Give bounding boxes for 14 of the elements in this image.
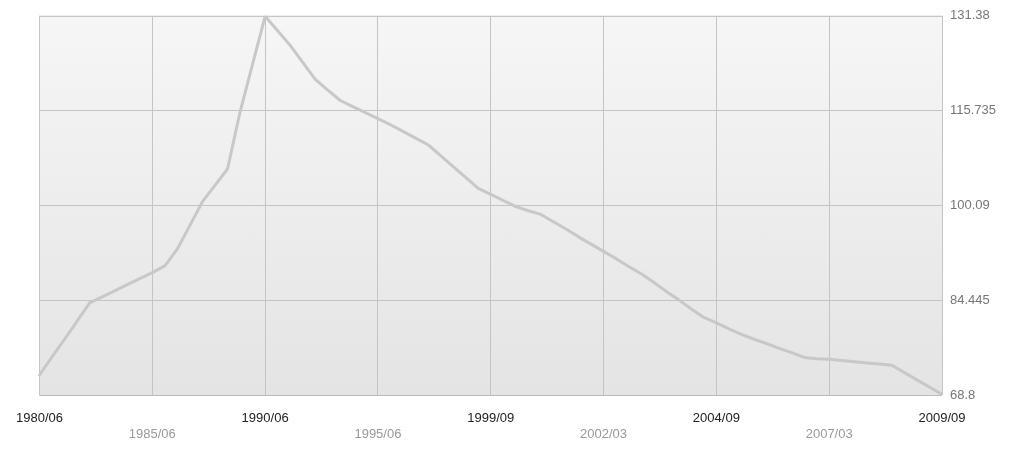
y-tick-label: 84.445 — [950, 291, 990, 307]
x-tick-label: 1985/06 — [128, 425, 176, 441]
x-tick-label: 1999/09 — [467, 410, 515, 426]
y-tick-label: 100.09 — [950, 196, 990, 212]
x-tick-label: 2007/03 — [805, 425, 853, 441]
y-tick-label: 131.38 — [950, 7, 990, 23]
x-tick-label: 1995/06 — [354, 425, 402, 441]
x-tick-label: 2009/09 — [918, 410, 966, 426]
x-tick-label: 1990/06 — [241, 410, 289, 426]
x-tick-label: 2002/03 — [580, 425, 628, 441]
x-tick-label: 2004/09 — [692, 410, 740, 426]
y-tick-label: 68.8 — [950, 386, 976, 402]
y-tick-label: 115.735 — [950, 102, 997, 118]
x-tick-label: 1980/06 — [16, 410, 63, 426]
